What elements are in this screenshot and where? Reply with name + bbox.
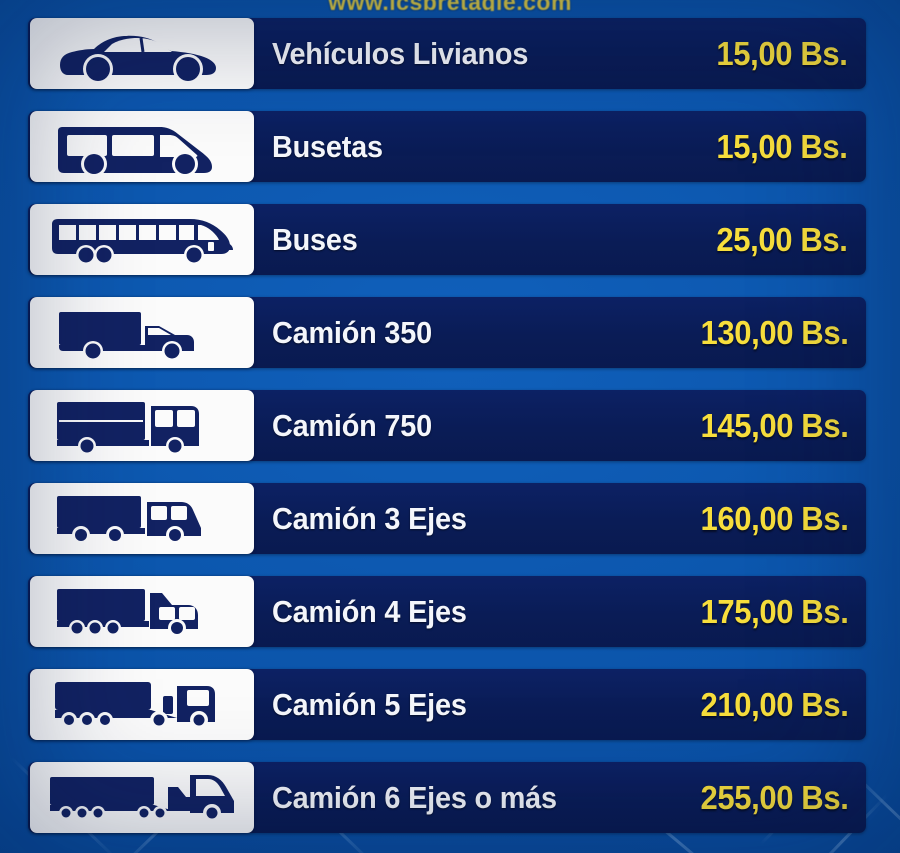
truck-5-axle-icon [30,669,254,740]
tariff-row[interactable]: Camión 6 Ejes o más 255,00 Bs. [28,762,866,833]
tariff-row[interactable]: Camión 350 130,00 Bs. [28,297,866,368]
minivan-icon [30,111,254,182]
tariff-row[interactable]: Busetas 15,00 Bs. [28,111,866,182]
vehicle-label: Camión 750 [272,407,432,443]
tariff-price: 210,00 Bs. [699,685,848,723]
vehicle-label: Buses [272,221,358,257]
tariff-row[interactable]: Camión 5 Ejes 210,00 Bs. [28,669,866,740]
tariff-row[interactable]: Camión 4 Ejes 175,00 Bs. [28,576,866,647]
vehicle-label: Camión 4 Ejes [272,593,467,629]
car-icon [30,18,254,89]
website-url-banner: www.icsbretagie.com [0,0,900,11]
tariff-row[interactable]: Buses 25,00 Bs. [28,204,866,275]
tariff-price: 255,00 Bs. [699,778,848,816]
tariff-price: 145,00 Bs. [699,406,848,444]
tariff-row[interactable]: Camión 3 Ejes 160,00 Bs. [28,483,866,554]
truck-6-axle-icon [30,762,254,833]
tariff-price: 175,00 Bs. [699,592,848,630]
tariff-price: 130,00 Bs. [699,313,848,351]
vehicle-label: Camión 6 Ejes o más [272,779,557,815]
vehicle-label: Camión 3 Ejes [272,500,467,536]
tariff-price: 25,00 Bs. [716,220,849,258]
bus-icon [30,204,254,275]
truck-750-icon [30,390,254,461]
vehicle-label: Vehículos Livianos [272,35,529,71]
truck-3-axle-icon [30,483,254,554]
truck-350-icon [30,297,254,368]
tariff-price: 15,00 Bs. [716,127,849,165]
tariff-price: 15,00 Bs. [716,34,849,72]
tariff-row[interactable]: Camión 750 145,00 Bs. [28,390,866,461]
vehicle-label: Camión 350 [272,314,432,350]
vehicle-label: Busetas [272,128,383,164]
vehicle-label: Camión 5 Ejes [272,686,467,722]
tariff-price: 160,00 Bs. [699,499,848,537]
truck-4-axle-icon [30,576,254,647]
tariff-row[interactable]: Vehículos Livianos 15,00 Bs. [28,18,866,89]
